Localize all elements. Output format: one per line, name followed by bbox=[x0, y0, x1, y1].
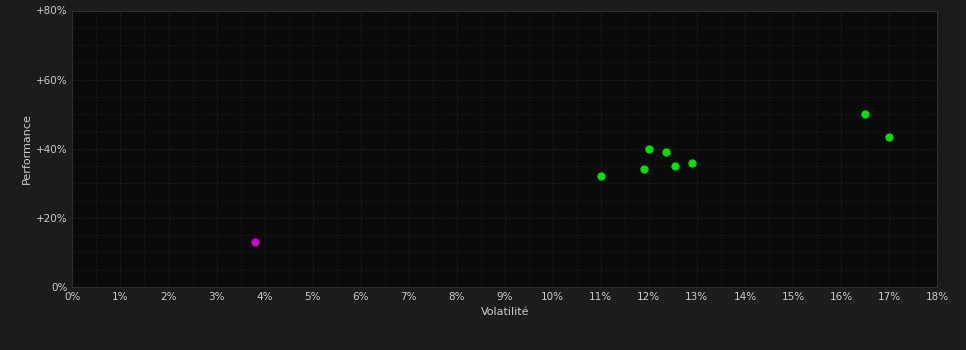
Point bbox=[247, 239, 263, 245]
Point bbox=[658, 149, 673, 155]
Point bbox=[641, 146, 657, 152]
X-axis label: Volatilité: Volatilité bbox=[480, 307, 529, 317]
Y-axis label: Performance: Performance bbox=[22, 113, 32, 184]
Point bbox=[857, 111, 872, 117]
Point bbox=[881, 134, 896, 139]
Point bbox=[637, 167, 652, 172]
Point bbox=[684, 160, 699, 166]
Point bbox=[593, 174, 609, 179]
Point bbox=[668, 163, 683, 169]
